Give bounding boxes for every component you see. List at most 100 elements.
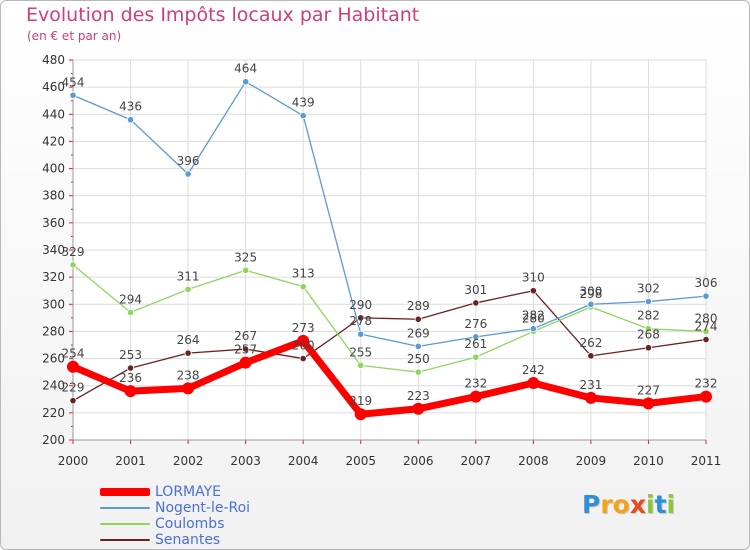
legend-swatch: [100, 507, 150, 509]
data-label-coulombs: 325: [234, 250, 257, 264]
data-label-coulombs: 294: [119, 292, 142, 306]
point-coulombs: [702, 327, 710, 336]
data-label-senantes: 301: [464, 283, 487, 297]
logo-letter: P: [582, 490, 601, 519]
x-tick-label: 2011: [691, 454, 722, 468]
data-label-coulombs: 250: [407, 352, 430, 366]
data-label-lormaye: 227: [637, 383, 660, 397]
logo-letter: t: [654, 490, 667, 519]
point-nogent-le-roi: [414, 342, 422, 350]
point-senantes: [644, 344, 653, 352]
data-label-lormaye: 232: [464, 377, 487, 391]
y-tick-label: 220: [42, 406, 65, 420]
data-label-senantes: 268: [637, 328, 660, 342]
data-label-nogent-le-roi: 436: [119, 100, 142, 114]
legend-swatch: [100, 523, 150, 525]
y-tick-label: 200: [42, 433, 65, 447]
point-lormaye: [182, 382, 195, 395]
point-lormaye: [469, 390, 482, 403]
point-lormaye: [354, 408, 367, 421]
data-label-senantes: 274: [695, 320, 718, 334]
y-tick-label: 420: [42, 134, 65, 148]
data-label-coulombs: 255: [349, 345, 372, 359]
data-label-senantes: 260: [292, 339, 315, 353]
logo-letter: r: [600, 490, 613, 519]
y-tick-label: 260: [42, 352, 65, 366]
data-label-nogent-le-roi: 282: [522, 309, 545, 323]
grid-lines: [72, 59, 707, 441]
data-label-lormaye: 238: [177, 368, 200, 382]
point-senantes: [414, 315, 422, 323]
point-nogent-le-roi: [126, 116, 135, 124]
point-nogent-le-roi: [299, 112, 307, 120]
point-senantes: [242, 345, 250, 353]
point-lormaye: [124, 385, 137, 398]
point-lormaye: [297, 334, 310, 347]
point-senantes: [126, 364, 135, 372]
y-tick-label: 400: [42, 162, 65, 176]
chart-subtitle: (en € et par an): [27, 29, 122, 43]
data-label-coulombs: 298: [579, 287, 602, 301]
data-label-lormaye: 219: [349, 394, 372, 408]
point-lormaye: [239, 356, 252, 369]
y-tick-label: 240: [42, 379, 65, 393]
data-label-senantes: 310: [522, 271, 545, 285]
y-tick-label: 480: [42, 53, 65, 67]
axes: 200 220 240 260 280 300 320 340 360 380 400 420 440 4…: [42, 53, 721, 468]
point-senantes: [299, 354, 307, 363]
point-nogent-le-roi: [529, 325, 537, 333]
x-tick-label: 2005: [345, 454, 376, 468]
point-coulombs: [299, 283, 307, 291]
y-tick-label: 300: [42, 297, 65, 311]
point-lormaye: [67, 360, 79, 373]
logo-letter: i: [666, 490, 676, 519]
logo-letter: o: [612, 490, 630, 519]
legend-label: LORMAYE: [155, 484, 222, 500]
point-senantes: [587, 352, 595, 360]
data-label-lormaye: 254: [62, 347, 85, 361]
data-label-coulombs: 280: [522, 311, 545, 325]
data-label-lormaye: 257: [234, 343, 257, 357]
data-label-senantes: 290: [349, 298, 372, 312]
data-label-nogent-le-roi: 269: [407, 326, 430, 340]
data-label-senantes: 253: [119, 348, 142, 362]
data-label-senantes: 264: [177, 333, 200, 347]
data-label-senantes: 229: [62, 381, 85, 395]
x-tick-label: 2007: [461, 454, 492, 468]
x-tick-label: 2008: [518, 454, 549, 468]
point-nogent-le-roi: [644, 297, 653, 306]
point-coulombs: [69, 261, 77, 269]
point-senantes: [472, 299, 480, 307]
point-senantes: [357, 314, 365, 322]
point-coulombs: [472, 353, 480, 361]
data-label-coulombs: 280: [695, 311, 718, 325]
data-label-coulombs: 282: [637, 309, 660, 323]
series-line-lormaye: [71, 337, 707, 418]
data-label-lormaye: 223: [407, 389, 430, 403]
data-label-nogent-le-roi: 396: [177, 154, 200, 168]
y-tick-label: 360: [42, 216, 65, 230]
series-line-nogent-le-roi: [72, 81, 707, 348]
point-senantes: [702, 335, 710, 344]
logo-letter: x: [629, 490, 646, 519]
data-labels: 229 253 264 267 260 290 289 301 310 262 268 274 329 2…: [62, 62, 718, 409]
data-label-senantes: 267: [234, 329, 257, 343]
x-tick-label: 2003: [230, 454, 261, 468]
point-lormaye: [527, 377, 540, 389]
logo-letter: i: [646, 490, 655, 519]
data-label-lormaye: 236: [119, 371, 142, 385]
series-group: [67, 78, 712, 421]
y-tick-label: 340: [42, 243, 65, 257]
point-senantes: [69, 397, 77, 405]
data-label-nogent-le-roi: 306: [695, 276, 718, 290]
point-nogent-le-roi: [472, 333, 480, 341]
data-label-nogent-le-roi: 300: [579, 284, 602, 298]
legend-swatch: [100, 488, 150, 496]
legend-label: Nogent-le-Roi: [155, 500, 251, 516]
x-tick-label: 2010: [633, 454, 664, 468]
chart-title: Evolution des Impôts locaux par Habitant: [26, 4, 420, 26]
point-nogent-le-roi: [587, 300, 595, 308]
data-label-nogent-le-roi: 454: [62, 75, 85, 89]
y-tick-label: 280: [42, 324, 65, 338]
x-tick-label: 2001: [115, 454, 146, 468]
